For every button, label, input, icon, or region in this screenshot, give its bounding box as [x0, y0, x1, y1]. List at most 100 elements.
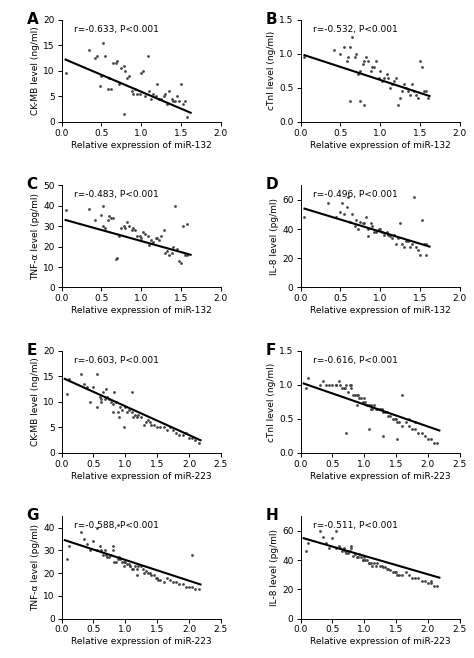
Point — [123, 407, 130, 417]
Point — [424, 434, 432, 445]
Point — [133, 563, 141, 574]
Point — [160, 91, 167, 101]
Point — [96, 541, 104, 551]
Point — [163, 99, 171, 109]
Point — [101, 545, 109, 555]
Point — [109, 407, 117, 417]
Point — [99, 549, 107, 560]
Y-axis label: IL-8 level (pg/ml): IL-8 level (pg/ml) — [270, 529, 279, 606]
Point — [168, 93, 175, 104]
Point — [176, 430, 183, 440]
Point — [354, 552, 362, 563]
Point — [346, 216, 354, 227]
Point — [118, 557, 126, 567]
Point — [389, 567, 397, 577]
Point — [176, 255, 183, 266]
Point — [399, 86, 406, 97]
Point — [383, 69, 390, 80]
Point — [168, 247, 175, 258]
Point — [337, 207, 344, 217]
Point — [408, 572, 416, 583]
Point — [402, 567, 410, 577]
Point — [341, 383, 349, 393]
Point — [137, 412, 145, 422]
X-axis label: Relative expression of miR-223: Relative expression of miR-223 — [71, 472, 211, 481]
Point — [115, 78, 123, 89]
Point — [359, 218, 366, 228]
Point — [416, 250, 424, 261]
Point — [125, 404, 132, 415]
Point — [86, 45, 93, 56]
Point — [112, 58, 119, 68]
Text: r=-0.532, P<0.001: r=-0.532, P<0.001 — [313, 25, 398, 34]
Point — [325, 380, 333, 390]
Point — [154, 78, 161, 89]
Point — [367, 400, 374, 411]
X-axis label: Relative expression of miR-223: Relative expression of miR-223 — [71, 637, 211, 646]
Point — [393, 569, 401, 580]
Point — [126, 221, 133, 232]
Point — [364, 400, 371, 411]
Point — [362, 52, 370, 63]
Point — [357, 393, 365, 404]
Point — [356, 549, 363, 559]
Point — [147, 235, 155, 245]
Point — [65, 374, 73, 384]
Point — [102, 384, 110, 394]
Point — [181, 249, 189, 260]
Point — [381, 562, 388, 572]
Point — [109, 545, 117, 555]
Point — [134, 231, 141, 241]
Point — [150, 420, 158, 430]
Point — [373, 558, 381, 569]
Point — [356, 216, 364, 227]
Point — [395, 569, 403, 580]
Point — [375, 72, 383, 83]
Point — [101, 50, 109, 61]
Point — [410, 191, 418, 202]
Point — [123, 216, 131, 227]
Point — [304, 538, 312, 548]
Point — [428, 578, 435, 589]
Point — [185, 582, 193, 592]
Point — [411, 572, 419, 583]
Point — [109, 213, 117, 223]
Point — [434, 581, 441, 592]
Point — [114, 520, 121, 531]
Point — [146, 568, 153, 578]
Point — [128, 407, 136, 417]
Point — [388, 232, 396, 243]
Point — [134, 89, 141, 99]
Point — [115, 231, 123, 241]
Point — [378, 403, 386, 414]
Point — [360, 99, 368, 110]
Point — [362, 397, 369, 407]
Point — [133, 570, 141, 580]
Point — [408, 238, 416, 249]
Point — [150, 570, 158, 580]
Point — [157, 93, 165, 104]
Point — [345, 386, 352, 397]
Point — [384, 564, 392, 574]
Point — [325, 197, 332, 208]
Point — [380, 407, 387, 417]
Point — [392, 567, 400, 577]
Point — [396, 218, 404, 228]
Point — [77, 527, 84, 538]
Point — [169, 241, 177, 252]
Point — [146, 86, 153, 97]
Point — [365, 224, 372, 234]
Point — [141, 229, 149, 240]
Point — [353, 552, 360, 563]
Point — [405, 420, 412, 431]
Point — [99, 386, 107, 397]
Point — [393, 417, 401, 428]
Point — [102, 549, 110, 560]
Point — [120, 422, 128, 433]
Point — [139, 66, 146, 76]
Point — [120, 61, 128, 71]
Point — [114, 407, 121, 417]
Point — [185, 432, 193, 443]
Point — [348, 540, 356, 551]
Point — [335, 376, 343, 387]
